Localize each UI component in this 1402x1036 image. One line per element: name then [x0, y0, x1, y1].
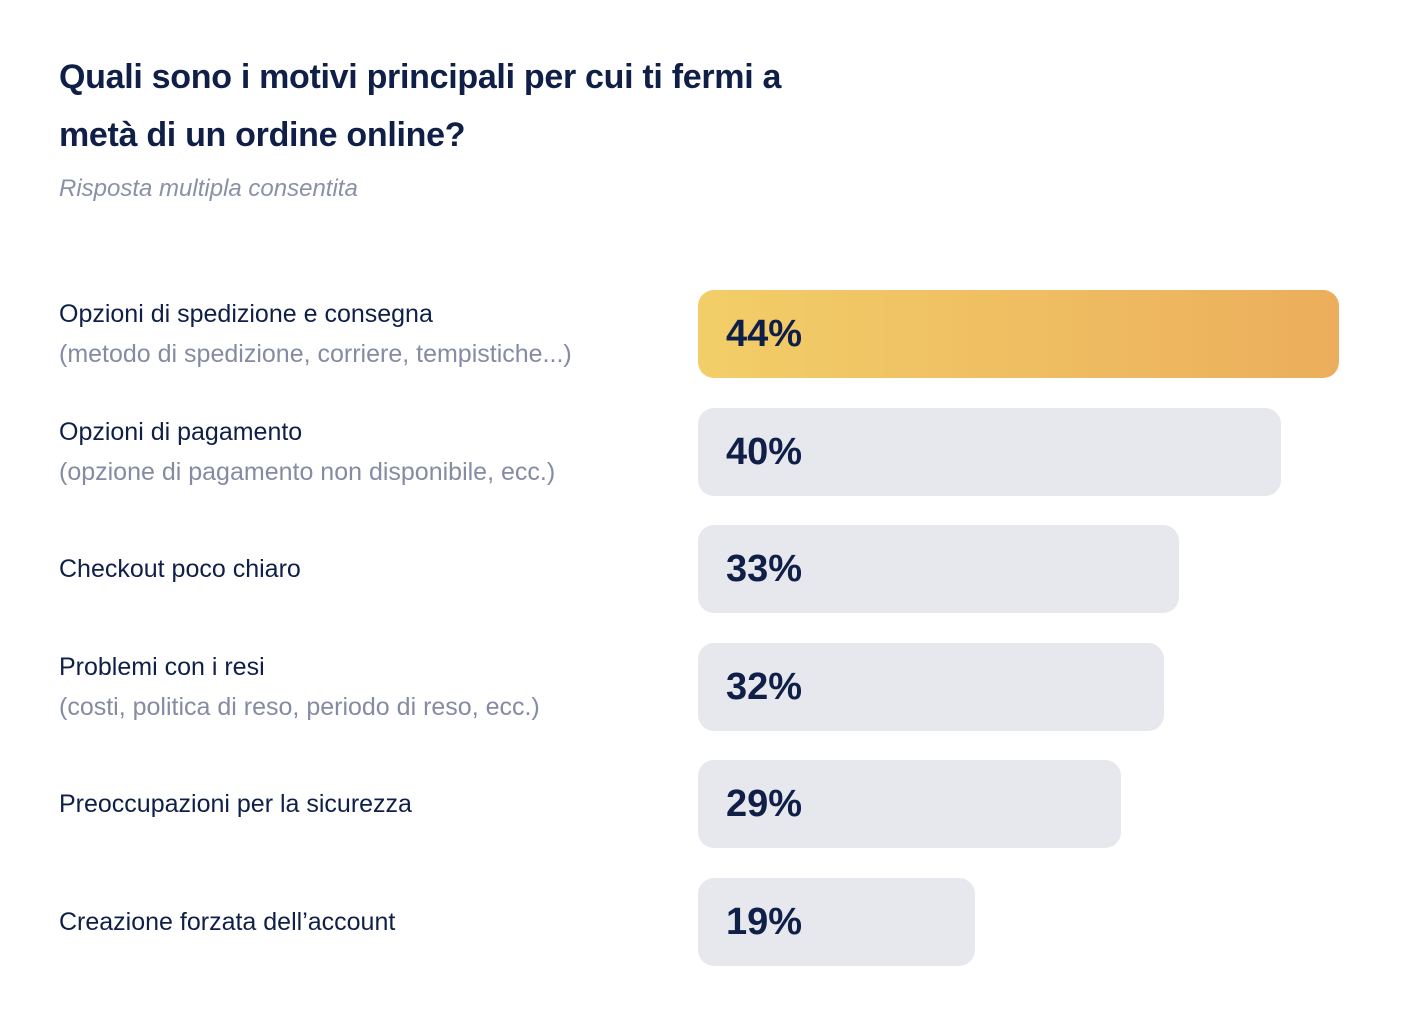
bar-value-label: 29%: [726, 783, 803, 826]
bar-label: Checkout poco chiaro: [59, 525, 679, 613]
bar-label-main: Checkout poco chiaro: [59, 555, 301, 584]
bar-label-detail: (costi, politica di reso, periodo di res…: [59, 692, 540, 721]
bar: 32%: [698, 642, 1164, 731]
bar-row: Preoccupazioni per la sicurezza 29%: [0, 760, 1402, 849]
chart-title: Quali sono i motivi principali per cui t…: [59, 58, 782, 154]
bar-row: Opzioni di pagamento (opzione di pagament…: [0, 407, 1402, 496]
bar: 40%: [698, 407, 1281, 496]
bar-value-label: 40%: [726, 430, 803, 473]
bar-value-label: 32%: [726, 665, 803, 708]
bar-label-main: Opzioni di pagamento: [59, 417, 303, 446]
bar-row: Problemi con i resi (costi, politica di r…: [0, 642, 1402, 731]
bar-label: Opzioni di spedizione e consegna (metodo …: [59, 290, 679, 378]
bar-highlighted: 44%: [698, 290, 1339, 378]
bar-label: Opzioni di pagamento (opzione di pagament…: [59, 408, 679, 496]
bar: 29%: [698, 760, 1121, 849]
bar-row: Creazione forzata dell’account 19%: [0, 878, 1402, 966]
bar-label-main: Opzioni di spedizione e consegna: [59, 300, 433, 328]
bar-value-label: 44%: [726, 313, 803, 355]
bar-label-detail: (opzione di pagamento non disponibile, e…: [59, 457, 556, 486]
bar-label: Problemi con i resi (costi, politica di r…: [59, 643, 679, 731]
bar-label: Creazione forzata dell’account: [59, 878, 679, 966]
bar-row: Opzioni di spedizione e consegna (metodo …: [0, 290, 1402, 378]
bar-label-main: Creazione forzata dell’account: [59, 908, 396, 936]
bar-label: Preoccupazioni per la sicurezza: [59, 760, 679, 848]
bar: 33%: [698, 525, 1179, 614]
bar-label-main: Preoccupazioni per la sicurezza: [59, 790, 412, 819]
bar-value-label: 19%: [726, 901, 803, 943]
bar-label-main: Problemi con i resi: [59, 652, 265, 681]
bar: 19%: [698, 878, 975, 966]
bar-row: Checkout poco chiaro 33%: [0, 525, 1402, 614]
bar-label-detail: (metodo di spedizione, corriere, tempist…: [59, 340, 572, 368]
chart-subtitle: Risposta multipla consentita: [59, 175, 358, 202]
bar-value-label: 33%: [726, 548, 803, 591]
